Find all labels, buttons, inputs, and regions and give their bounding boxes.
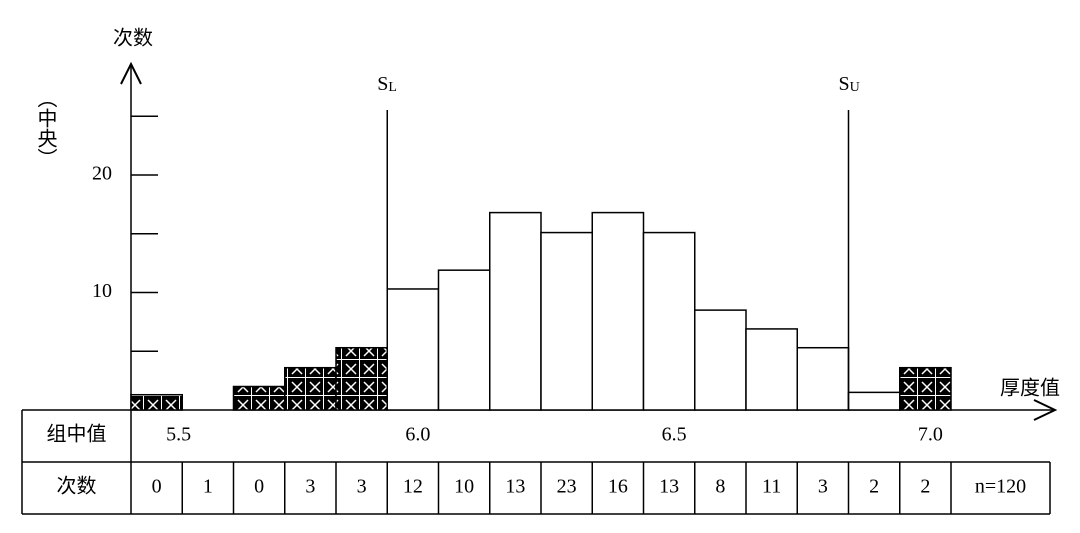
table-cell: 7.0 — [918, 424, 943, 446]
table-cell: 5.5 — [166, 424, 191, 446]
bar — [899, 366, 952, 411]
table-total: n=120 — [975, 476, 1026, 498]
bar — [694, 309, 747, 411]
bar — [232, 385, 286, 411]
table-cell: 16 — [608, 476, 628, 498]
table-cell: 11 — [762, 476, 781, 498]
bar — [130, 393, 183, 411]
table-cell: 1 — [203, 476, 213, 498]
table-cell: 0 — [152, 476, 162, 498]
y-axis-note: （中央） — [34, 88, 57, 168]
table-cell: 3 — [818, 476, 828, 498]
table-cell: 0 — [254, 476, 264, 498]
table-cell: 6.0 — [405, 424, 430, 446]
bar — [642, 231, 696, 411]
table-cell: 8 — [715, 476, 725, 498]
y-tick-label: 20 — [92, 163, 112, 185]
bar — [335, 346, 388, 411]
bar — [386, 288, 440, 411]
bar — [847, 391, 901, 411]
spec-limit-label: SU — [839, 73, 860, 96]
y-axis-label: 次数 — [113, 27, 153, 50]
x-arrow — [1033, 399, 1058, 421]
bar — [591, 211, 645, 411]
table-cell: 3 — [357, 476, 367, 498]
bar — [796, 346, 850, 411]
table-cell: 12 — [403, 476, 423, 498]
table-cell: 13 — [505, 476, 525, 498]
spec-limit-subscript: U — [850, 80, 860, 95]
bar — [489, 211, 542, 411]
bar — [745, 328, 798, 411]
spec-limit-subscript: L — [388, 80, 397, 95]
table-cell: 13 — [659, 476, 679, 498]
table-cell: 10 — [454, 476, 474, 498]
y-arrow — [120, 61, 142, 85]
table-cell: 23 — [557, 476, 577, 498]
spec-limit-symbol: S — [839, 73, 850, 95]
x-axis-label: 厚度值 — [1000, 377, 1060, 400]
bar — [540, 231, 593, 411]
spec-limit-symbol: S — [377, 73, 388, 95]
row-header: 组中值 — [47, 423, 107, 446]
table-cell: 2 — [869, 476, 879, 498]
bar — [284, 366, 337, 411]
bar — [437, 269, 491, 411]
y-tick-label: 10 — [92, 280, 112, 302]
spec-limit-label: SL — [377, 73, 397, 96]
table-cell: 2 — [920, 476, 930, 498]
table-cell: 3 — [305, 476, 315, 498]
table-cell: 6.5 — [662, 424, 687, 446]
row-header: 次数 — [57, 475, 97, 498]
